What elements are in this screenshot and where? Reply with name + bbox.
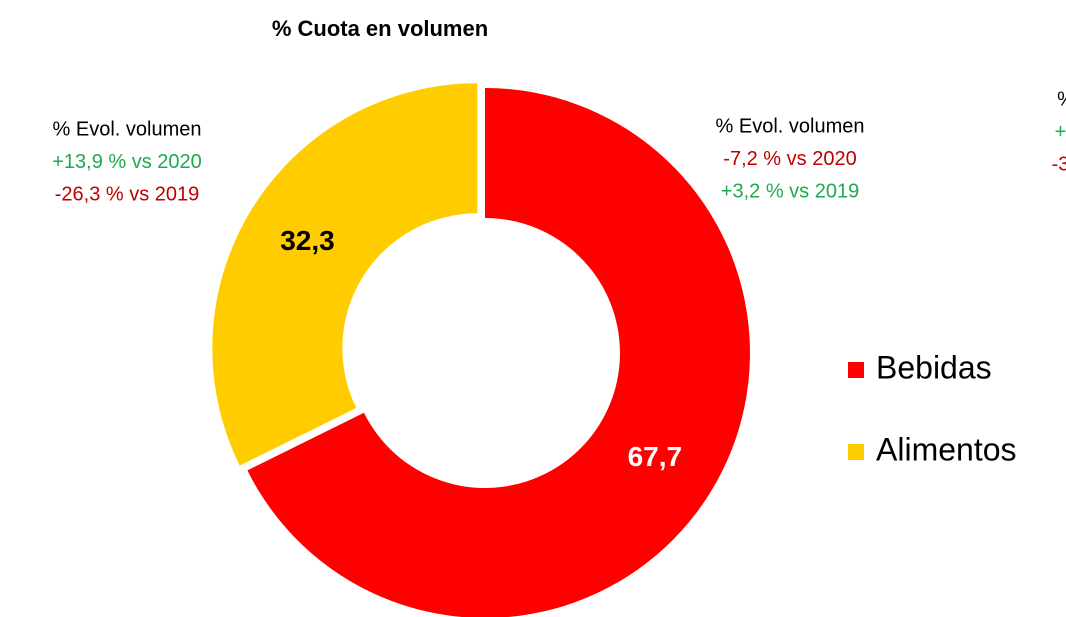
annotation: -7,2 % vs 2020 — [723, 148, 856, 170]
annotation: +3,2 % vs 2019 — [721, 180, 859, 202]
annotation: % — [1057, 88, 1066, 110]
annotation: +13,9 % vs 2020 — [52, 151, 202, 173]
value-label: 67,7 — [628, 441, 683, 472]
annotation: -33 — [1052, 153, 1066, 175]
annotation: +8 — [1055, 121, 1066, 143]
annotation: % Evol. volumen — [53, 118, 202, 140]
annotation: % Evol. volumen — [716, 115, 865, 137]
chart-title: % Cuota en volumen — [272, 16, 488, 41]
donut-slice — [247, 88, 750, 617]
legend-label: Alimentos — [876, 431, 1017, 467]
legend-swatch — [848, 362, 864, 378]
donut-slice — [212, 83, 478, 466]
legend-swatch — [848, 444, 864, 460]
value-label: 32,3 — [280, 225, 335, 256]
annotation: -26,3 % vs 2019 — [55, 183, 200, 205]
legend-label: Bebidas — [876, 349, 992, 385]
